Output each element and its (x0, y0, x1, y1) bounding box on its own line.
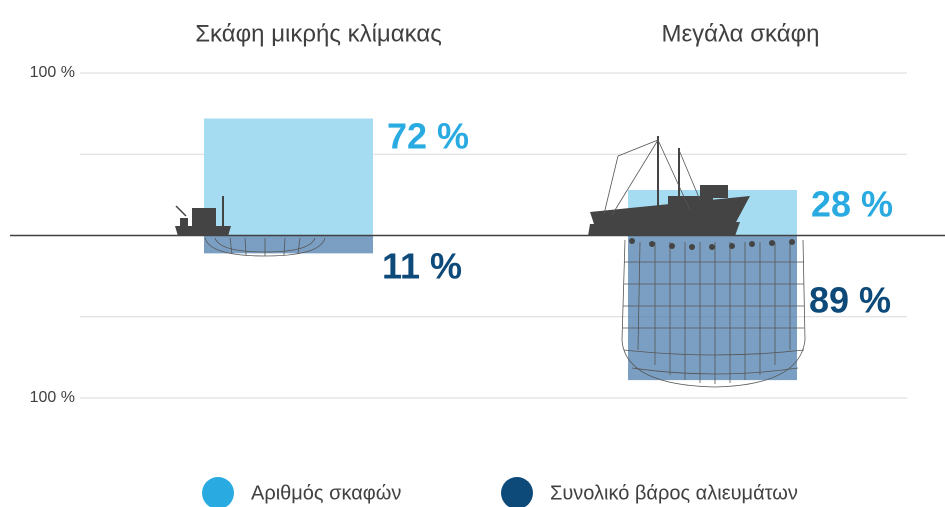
small-boat-illustration (175, 196, 326, 257)
y-tick-label: 100 % (30, 64, 75, 81)
value-label: 89 % (809, 280, 891, 321)
bar (628, 235, 797, 381)
bar (204, 235, 373, 254)
value-label: 11 % (382, 246, 462, 287)
bar (204, 118, 373, 236)
legend-marker (202, 477, 234, 507)
category-label: Σκάφη μικρής κλίμακας (195, 20, 442, 47)
y-tick-label: 100 % (30, 389, 75, 406)
large-boat-illustration (588, 136, 806, 388)
value-label: 28 % (811, 184, 893, 225)
legend-marker (501, 477, 533, 507)
category-label: Μεγάλα σκάφη (661, 20, 819, 47)
legend-label: Συνολικό βάρος αλιευμάτων (550, 482, 798, 504)
value-label: 72 % (387, 116, 469, 157)
legend-label: Αριθμός σκαφών (251, 482, 401, 504)
